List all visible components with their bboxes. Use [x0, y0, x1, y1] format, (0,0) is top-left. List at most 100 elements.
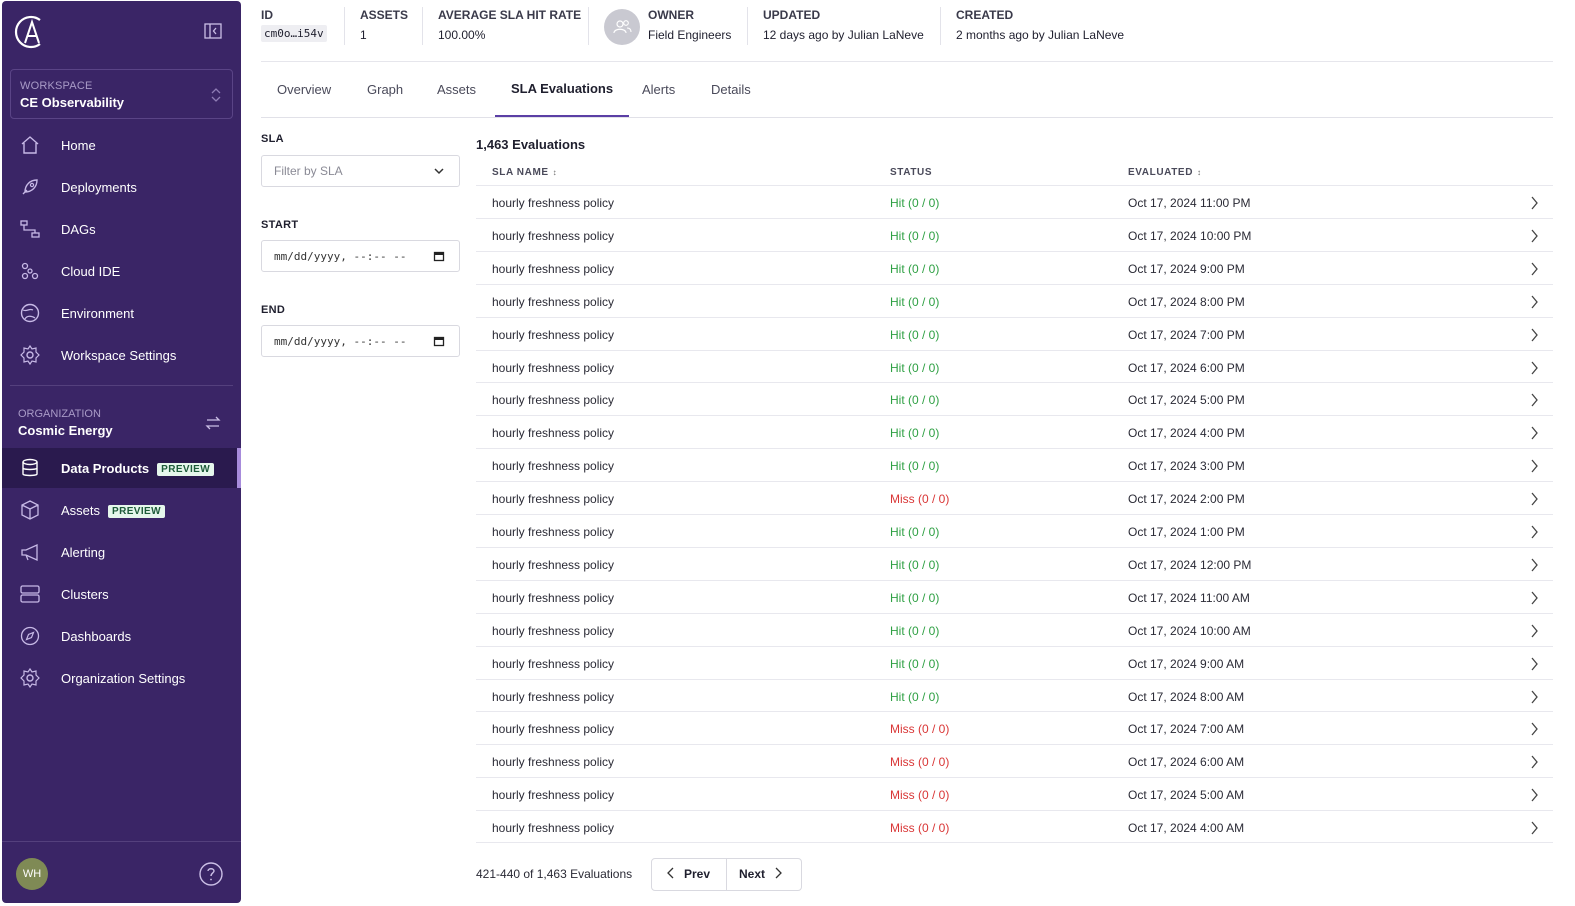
table-row[interactable]: hourly freshness policy Hit (0 / 0) Oct 17… [476, 349, 1553, 383]
meta-separator [422, 7, 423, 45]
chevron-right-icon[interactable] [1529, 525, 1539, 539]
sidebar-item-alerting[interactable]: Alerting [2, 532, 241, 572]
pagination-controls: Prev Next [651, 858, 802, 891]
column-header-label: EVALUATED [1128, 167, 1194, 178]
table-row[interactable]: hourly freshness policy Hit (0 / 0) Oct 17… [476, 185, 1553, 218]
chevron-right-icon[interactable] [1529, 229, 1539, 243]
switch-organization-icon[interactable] [205, 415, 221, 431]
chevron-right-icon[interactable] [1529, 459, 1539, 473]
table-row[interactable]: hourly freshness policy Hit (0 / 0) Oct 17… [476, 448, 1553, 481]
sidebar-item-deployments[interactable]: Deployments [2, 167, 241, 207]
help-icon[interactable] [198, 861, 224, 887]
sidebar-item-organization-settings[interactable]: Organization Settings [2, 658, 241, 698]
meta-owner: OWNER Field Engineers [648, 0, 748, 46]
workspace-selector[interactable]: WORKSPACE CE Observability [10, 69, 233, 119]
table-row[interactable]: hourly freshness policy Hit (0 / 0) Oct 17… [476, 415, 1553, 448]
table-row[interactable]: hourly freshness policy Hit (0 / 0) Oct 17… [476, 612, 1553, 646]
chevron-right-icon[interactable] [1529, 591, 1539, 605]
chevron-right-icon[interactable] [1529, 492, 1539, 506]
table-row[interactable]: hourly freshness policy Hit (0 / 0) Oct 17… [476, 514, 1553, 547]
collapse-sidebar-icon[interactable] [204, 22, 222, 40]
sla-name-cell: hourly freshness policy [492, 656, 615, 671]
sidebar-item-environment[interactable]: Environment [2, 293, 241, 333]
chevron-right-icon[interactable] [1529, 393, 1539, 407]
table-row[interactable]: hourly freshness policy Hit (0 / 0) Oct 17… [476, 579, 1553, 613]
sidebar-item-dashboards[interactable]: Dashboards [2, 616, 241, 656]
column-header-sla-name[interactable]: SLA NAME ↕ [492, 167, 557, 178]
owner-link[interactable]: Field Engineers [648, 28, 732, 42]
chevron-right-icon[interactable] [1529, 196, 1539, 210]
table-row[interactable]: hourly freshness policy Hit (0 / 0) Oct 17… [476, 316, 1553, 350]
sidebar-item-clusters[interactable]: Clusters [2, 574, 241, 614]
sidebar-item-dags[interactable]: DAGs [2, 209, 241, 249]
megaphone-icon [19, 541, 41, 563]
tab-details[interactable]: Details [711, 82, 751, 97]
header-divider [261, 61, 1553, 62]
home-icon [19, 134, 41, 156]
sidebar-item-label: Workspace Settings [61, 347, 177, 363]
tab-graph[interactable]: Graph [367, 82, 404, 97]
chevron-right-icon[interactable] [1529, 558, 1539, 572]
astronomer-logo-icon[interactable] [13, 12, 47, 52]
chevron-right-icon[interactable] [1529, 361, 1539, 375]
chevron-right-icon[interactable] [1529, 328, 1539, 342]
sidebar-item-home[interactable]: Home [2, 125, 241, 165]
column-header-evaluated[interactable]: EVALUATED ↕ [1128, 167, 1202, 178]
status-cell: Hit (0 / 0) [890, 261, 940, 276]
chevron-right-icon[interactable] [1529, 426, 1539, 440]
sla-filter-select[interactable]: Filter by SLA [261, 155, 460, 187]
status-cell: Hit (0 / 0) [890, 656, 940, 671]
table-row[interactable]: hourly freshness policy Hit (0 / 0) Oct 17… [476, 217, 1553, 251]
meta-assets-label: ASSETS [360, 8, 409, 22]
sidebar-item-data-products[interactable]: Data Products PREVIEW [2, 448, 241, 488]
end-datetime-input[interactable]: mm/dd/yyyy, --:-- -- [261, 325, 460, 357]
meta-created: CREATED 2 months ago by Julian LaNeve [956, 0, 1156, 46]
table-row[interactable]: hourly freshness policy Hit (0 / 0) Oct 17… [476, 678, 1553, 712]
tab-alerts[interactable]: Alerts [642, 82, 676, 97]
table-row[interactable]: hourly freshness policy Hit (0 / 0) Oct 17… [476, 250, 1553, 284]
sidebar-item-cloud-ide[interactable]: Cloud IDE [2, 251, 241, 291]
prev-page-button[interactable]: Prev [666, 867, 710, 881]
chevron-right-icon[interactable] [1529, 755, 1539, 769]
sidebar-item-assets[interactable]: Assets PREVIEW [2, 490, 241, 530]
table-row[interactable]: hourly freshness policy Hit (0 / 0) Oct 17… [476, 382, 1553, 415]
status-cell: Miss (0 / 0) [890, 821, 950, 836]
chevron-right-icon[interactable] [1529, 262, 1539, 276]
table-row[interactable]: hourly freshness policy Miss (0 / 0) Oct 1… [476, 711, 1553, 744]
chevron-right-icon[interactable] [1529, 722, 1539, 736]
avatar[interactable]: WH [16, 858, 48, 890]
table-row[interactable]: hourly freshness policy Miss (0 / 0) Oct 1… [476, 744, 1553, 777]
table-row[interactable]: hourly freshness policy Hit (0 / 0) Oct 17… [476, 283, 1553, 317]
sla-name-cell: hourly freshness policy [492, 228, 615, 243]
chevron-right-icon[interactable] [1529, 657, 1539, 671]
tab-overview[interactable]: Overview [277, 82, 332, 97]
table-row[interactable]: hourly freshness policy Miss (0 / 0) Oct 1… [476, 777, 1553, 810]
evaluated-cell: Oct 17, 2024 2:00 PM [1128, 492, 1245, 507]
chevron-right-icon[interactable] [1529, 295, 1539, 309]
evaluated-cell: Oct 17, 2024 6:00 AM [1128, 755, 1245, 770]
chevron-right-icon[interactable] [1529, 821, 1539, 835]
start-datetime-placeholder: mm/dd/yyyy, --:-- -- [274, 249, 407, 263]
status-cell: Hit (0 / 0) [890, 426, 940, 441]
sla-name-cell: hourly freshness policy [492, 755, 615, 770]
start-datetime-input[interactable]: mm/dd/yyyy, --:-- -- [261, 240, 460, 272]
meta-sla-label: AVERAGE SLA HIT RATE [438, 8, 582, 22]
owner-avatar [604, 9, 640, 45]
sidebar-item-workspace-settings[interactable]: Workspace Settings [2, 335, 241, 375]
table-row[interactable]: hourly freshness policy Hit (0 / 0) Oct 17… [476, 546, 1553, 580]
tab-sla-evaluations[interactable]: SLA Evaluations [495, 62, 630, 117]
next-page-button[interactable]: Next [739, 867, 783, 881]
calendar-icon[interactable] [433, 335, 445, 347]
table-row[interactable]: hourly freshness policy Miss (0 / 0) Oct 1… [476, 481, 1553, 514]
chevron-right-icon[interactable] [1529, 788, 1539, 802]
chevron-right-icon[interactable] [1529, 690, 1539, 704]
evaluated-cell: Oct 17, 2024 4:00 AM [1128, 821, 1245, 836]
table-row[interactable]: hourly freshness policy Hit (0 / 0) Oct 17… [476, 645, 1553, 679]
chevron-right-icon[interactable] [1529, 624, 1539, 638]
meta-id-value[interactable]: cm0o…i54v [261, 25, 327, 42]
calendar-icon[interactable] [433, 250, 445, 262]
tab-assets[interactable]: Assets [437, 82, 477, 97]
meta-updated-label: UPDATED [763, 8, 821, 22]
table-row[interactable]: hourly freshness policy Miss (0 / 0) Oct 1… [476, 810, 1553, 843]
sla-name-cell: hourly freshness policy [492, 492, 615, 507]
